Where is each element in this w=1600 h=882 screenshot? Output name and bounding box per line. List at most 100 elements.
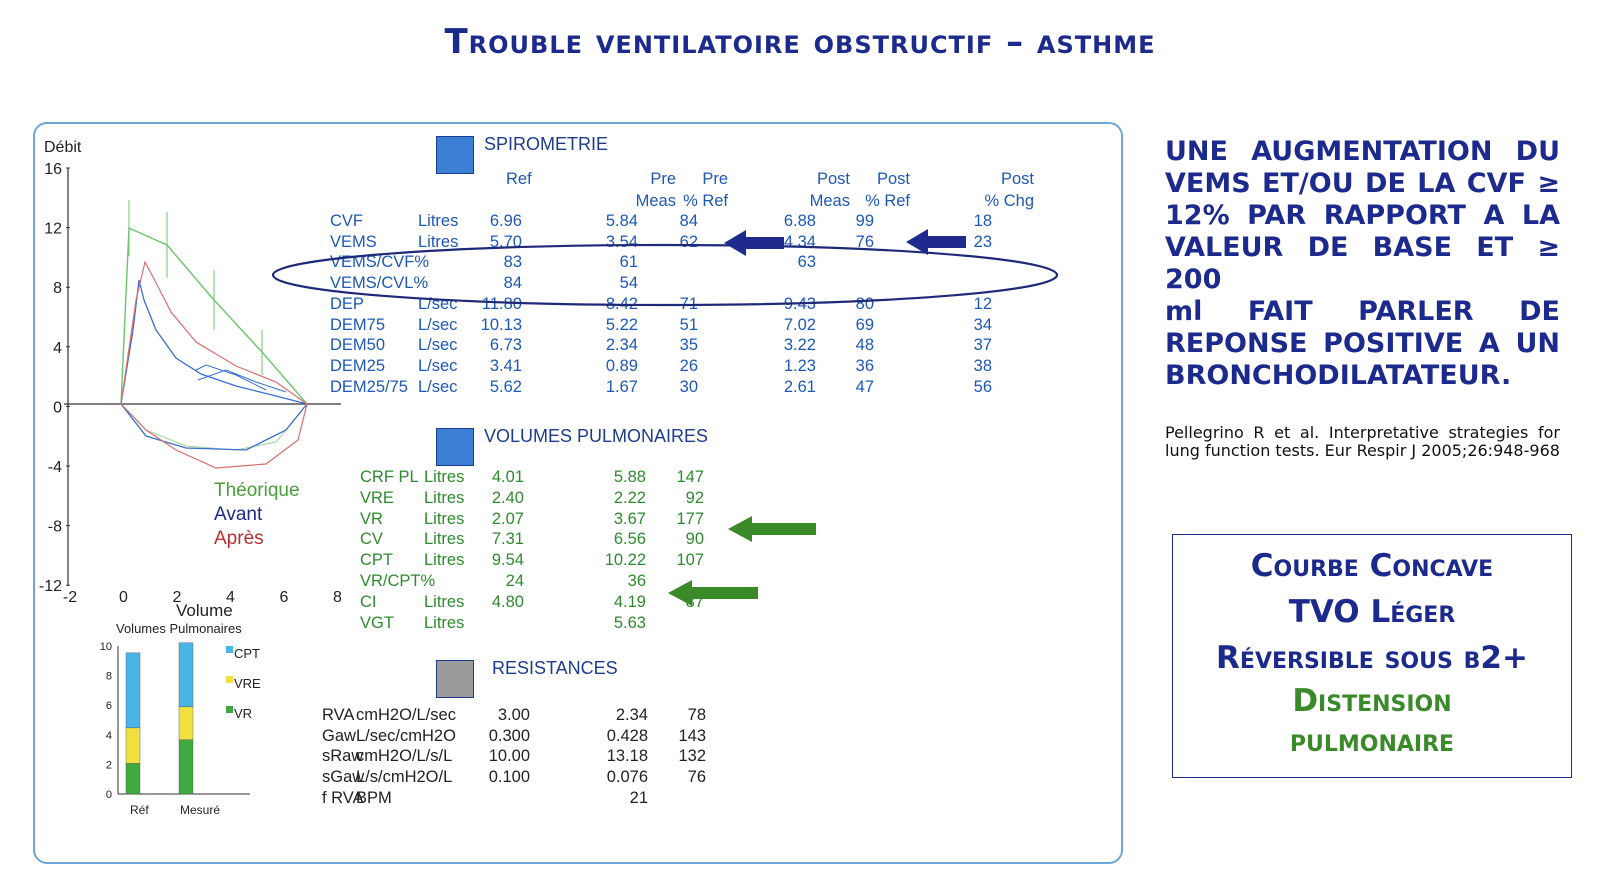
volumes-row: CRF PL Litres 4.01 5.88 147 xyxy=(360,468,760,489)
chart-yticks: 16 12 8 4 0 -4 -8 -12 xyxy=(39,161,70,595)
cell: 99 xyxy=(855,212,874,230)
legend-theorique: Théorique xyxy=(214,480,300,501)
volumes-icon xyxy=(436,428,474,466)
spiro-row: VEMS/CVL% 84 54 xyxy=(330,274,1030,295)
volumes-row: CV Litres 7.31 6.56 90 xyxy=(360,530,760,551)
chart-ytick-label: 0 xyxy=(53,399,62,416)
cell: L/sec xyxy=(418,336,458,355)
hdr-post2: Post xyxy=(876,170,910,188)
cell: 0.076 xyxy=(606,768,648,787)
cell: 80 xyxy=(855,294,874,313)
cell: BPM xyxy=(356,788,392,807)
volumes-row: CPT Litres 9.54 10.22 107 xyxy=(360,551,760,572)
cell: Litres xyxy=(424,592,465,611)
cell: CI xyxy=(360,592,377,611)
bars xyxy=(125,642,194,795)
bar-segment-cpt xyxy=(125,652,141,729)
arrow-blue-pre xyxy=(724,230,784,256)
spiro-row: DEM25/75 L/sec 5.62 1.67 30 2.61 47 56 xyxy=(330,378,1030,399)
theo-error-bars xyxy=(128,200,263,375)
cell: 36 xyxy=(855,356,874,375)
cell: L/sec xyxy=(418,377,458,396)
cell: 5.84 xyxy=(605,212,638,230)
cell: Litres xyxy=(418,232,459,251)
cell: 90 xyxy=(685,530,704,549)
cell: 143 xyxy=(678,726,706,745)
bar-segment-vr xyxy=(178,739,194,795)
cell: 26 xyxy=(679,356,698,375)
spiro-row: DEM25 L/sec 3.41 0.89 26 1.23 36 38 xyxy=(330,357,1030,378)
chart-xtick-label: -2 xyxy=(63,589,77,606)
cell: 107 xyxy=(676,551,704,570)
chart-xtick-label: 4 xyxy=(226,589,235,606)
cell: 7.31 xyxy=(491,530,524,549)
chart-xtick-label: 8 xyxy=(333,589,342,606)
cell: 4.80 xyxy=(491,592,524,611)
cell: Litres xyxy=(424,509,465,528)
hdr-pre: Pre xyxy=(650,170,676,188)
resist-row: RVA cmH2O/L/sec 3.00 2.34 78 xyxy=(322,706,750,727)
chart-ytick-label: 16 xyxy=(44,161,62,178)
page-title: Trouble ventilatoire obstructif – asthme xyxy=(444,22,1156,62)
cell: 177 xyxy=(676,509,704,528)
cell: 2.07 xyxy=(491,509,524,528)
cell: VR xyxy=(360,509,383,528)
curve-avant-2 xyxy=(195,364,287,393)
cell: L/sec xyxy=(418,356,458,375)
cell: VR/CPT% xyxy=(360,572,436,590)
bar-ytick-label: 10 xyxy=(100,641,112,653)
bar-cat-ref: Réf xyxy=(130,803,149,817)
criteria-line: REPONSE POSITIVE A UN xyxy=(1165,328,1560,359)
cell: 11.80 xyxy=(481,294,522,313)
cell: 2.40 xyxy=(491,488,524,507)
cell: 6.56 xyxy=(613,530,646,549)
cell: 5.88 xyxy=(613,468,646,486)
cell: VGT xyxy=(360,613,394,632)
cell: 1.67 xyxy=(605,377,638,396)
cell: 1.23 xyxy=(783,356,816,375)
cell: 24 xyxy=(505,572,524,590)
cell: 54 xyxy=(619,274,638,293)
cell: 56 xyxy=(973,377,992,396)
conclusion-line1: Courbe Concave xyxy=(1250,548,1494,584)
arrow-green-vrcpt xyxy=(668,580,758,606)
cell: 47 xyxy=(855,377,874,396)
cell: 2.61 xyxy=(783,377,816,396)
flow-volume-chart: Débit 16 12 8 4 0 -4 -8 -12 -2 0 2 4 6 8 Théorique A… xyxy=(39,139,342,620)
volumes-title: VOLUMES PULMONAIRES xyxy=(484,426,709,446)
volumes-row: VR/CPT% 24 36 xyxy=(360,572,760,593)
legend-apres: Après xyxy=(214,528,264,549)
bar-legend-vre: VRE xyxy=(234,676,261,691)
spiro-row: DEM50 L/sec 6.73 2.34 35 3.22 48 37 xyxy=(330,336,1030,357)
legend-avant: Avant xyxy=(214,504,263,525)
cell: cmH2O/L/s/L xyxy=(356,747,453,766)
criteria-line: VALEUR DE BASE ET ≥ 200 xyxy=(1165,232,1560,295)
cell: 0.100 xyxy=(488,768,530,787)
resist-row: f RVA BPM 21 xyxy=(322,788,750,810)
cell: f RVA xyxy=(322,788,364,807)
cell: 9.54 xyxy=(491,551,524,570)
cell: DEP xyxy=(330,294,364,313)
cell: DEM75 xyxy=(330,315,386,334)
cell: 10.13 xyxy=(480,315,522,334)
cell: CVF xyxy=(330,212,363,230)
criteria-line: ml FAIT PARLER DE xyxy=(1165,296,1560,327)
spiro-row: CVF Litres 6.96 5.84 84 6.88 99 18 xyxy=(330,212,1030,233)
cell: 0.89 xyxy=(605,356,638,375)
cell: 0.300 xyxy=(488,726,530,745)
hdr-pctref: % Ref xyxy=(683,192,728,210)
resist-row: sRaw cmH2O/L/s/L 10.00 13.18 132 xyxy=(322,747,750,768)
cell: 62 xyxy=(679,232,698,251)
hdr-pctref2: % Ref xyxy=(865,192,910,210)
cell: 12 xyxy=(973,294,992,313)
hdr-pctchg: % Chg xyxy=(984,192,1034,210)
report-panel xyxy=(33,122,1123,864)
conclusion-line2: TVO Léger xyxy=(1288,594,1456,630)
cell: Gaw xyxy=(322,726,356,745)
chart-xlabel: Volume xyxy=(176,601,233,620)
cell: 78 xyxy=(687,706,706,724)
curve-theorique xyxy=(120,226,308,405)
cell: 147 xyxy=(676,468,704,486)
hdr-pre2: Pre xyxy=(702,170,728,188)
curve-apres xyxy=(120,260,308,469)
